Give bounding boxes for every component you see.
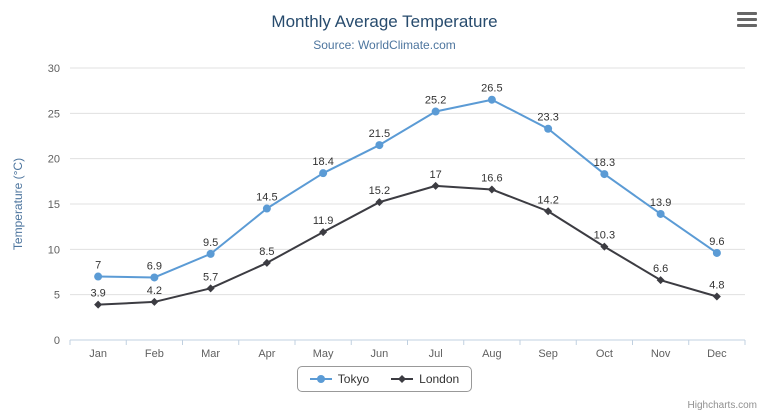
legend-label: London <box>419 372 460 386</box>
y-axis-label: 5 <box>54 290 60 302</box>
data-label: 16.6 <box>481 172 502 184</box>
data-label: 6.6 <box>653 263 668 275</box>
y-axis-label: 15 <box>48 199 60 211</box>
data-point-london[interactable] <box>600 242 609 251</box>
series-line-london <box>97 184 718 306</box>
legend-item-tokyo[interactable]: Tokyo <box>309 372 370 386</box>
x-axis-label: Jun <box>371 348 389 360</box>
data-point-london[interactable] <box>206 284 215 293</box>
legend: Tokyo London <box>0 366 769 392</box>
data-point-tokyo[interactable] <box>94 272 103 281</box>
plot-area: 0 5 10 15 20 25 30 Jan Feb Mar Apr May Jun Jul Aug Sep O… <box>11 63 746 360</box>
data-point-tokyo[interactable] <box>206 249 215 258</box>
data-label: 4.8 <box>709 279 724 291</box>
data-point-tokyo[interactable] <box>150 273 159 282</box>
data-point-tokyo[interactable] <box>262 204 271 213</box>
legend-item-london[interactable]: London <box>391 372 459 386</box>
data-label: 7 <box>95 260 101 272</box>
data-label: 17 <box>430 169 442 181</box>
data-point-tokyo[interactable] <box>712 248 721 257</box>
data-label: 18.3 <box>594 157 615 169</box>
data-point-tokyo[interactable] <box>544 124 553 133</box>
y-axis-label: 0 <box>54 335 60 347</box>
x-axis-label: Dec <box>707 348 727 360</box>
data-label: 18.4 <box>312 156 333 168</box>
hamburger-menu-icon[interactable] <box>737 12 757 27</box>
axes <box>69 339 746 345</box>
data-label: 8.5 <box>259 246 274 258</box>
hamburger-bar <box>737 18 757 21</box>
y-axis-label: 25 <box>48 108 60 120</box>
data-label: 4.2 <box>147 285 162 297</box>
legend-marker[interactable] <box>316 375 325 383</box>
data-label: 14.2 <box>537 194 558 206</box>
series-line-tokyo <box>97 98 718 279</box>
data-point-tokyo[interactable] <box>656 209 665 218</box>
data-label: 25.2 <box>425 95 446 107</box>
data-label: 6.9 <box>147 260 162 272</box>
data-label: 11.9 <box>313 215 334 227</box>
data-label: 9.6 <box>709 236 724 248</box>
data-label: 5.7 <box>203 271 218 283</box>
data-point-london[interactable] <box>319 228 328 237</box>
legend-marker-icon <box>391 375 414 383</box>
data-point-tokyo[interactable] <box>375 141 384 150</box>
data-label: 15.2 <box>369 185 390 197</box>
x-axis-label: Oct <box>596 348 613 360</box>
data-point-london[interactable] <box>262 258 271 267</box>
x-axis-label: Jan <box>89 348 107 360</box>
data-label: 13.9 <box>650 197 671 209</box>
data-label: 3.9 <box>90 288 105 300</box>
data-point-london[interactable] <box>375 198 384 207</box>
data-point-london[interactable] <box>712 292 721 301</box>
chart-title: Monthly Average Temperature <box>271 12 498 31</box>
data-label: 21.5 <box>369 128 390 140</box>
gridlines <box>70 67 745 296</box>
credits-link[interactable]: Highcharts.com <box>687 400 757 411</box>
data-point-london[interactable] <box>656 276 665 285</box>
legend-label: Tokyo <box>337 372 370 386</box>
hamburger-bar <box>737 12 757 15</box>
data-label: 14.5 <box>256 192 277 204</box>
data-label: 26.5 <box>481 83 502 95</box>
y-axis-title: Temperature (°C) <box>11 158 25 250</box>
y-axis-label: 20 <box>48 154 60 166</box>
x-axis-label: Nov <box>651 348 671 360</box>
data-label: 23.3 <box>537 112 558 124</box>
data-point-london[interactable] <box>544 207 553 216</box>
x-axis-label: Aug <box>482 348 502 360</box>
x-axis-label: Feb <box>145 348 164 360</box>
x-axis-label: May <box>313 348 334 360</box>
series-group <box>94 95 721 309</box>
data-point-tokyo[interactable] <box>319 169 328 178</box>
x-axis-label: Sep <box>538 348 558 360</box>
data-label: 10.3 <box>594 230 615 242</box>
data-point-london[interactable] <box>431 181 440 190</box>
axis-labels: 0 5 10 15 20 25 30 Jan Feb Mar Apr May Jun Jul Aug Sep O… <box>48 63 727 360</box>
x-axis-label: Mar <box>201 348 220 360</box>
legend-box: Tokyo London <box>296 366 473 392</box>
hamburger-bar <box>737 24 757 27</box>
x-axis-label: Jul <box>429 348 443 360</box>
legend-marker-icon <box>309 375 332 383</box>
y-axis-label: 30 <box>48 63 60 75</box>
data-point-london[interactable] <box>94 300 103 309</box>
data-label: 9.5 <box>203 237 218 249</box>
data-point-tokyo[interactable] <box>431 107 440 116</box>
data-point-tokyo[interactable] <box>600 170 609 179</box>
x-axis-label: Apr <box>258 348 275 360</box>
legend-marker[interactable] <box>398 375 407 383</box>
data-point-london[interactable] <box>487 185 496 194</box>
data-point-tokyo[interactable] <box>487 95 496 104</box>
data-labels: 7 6.9 9.5 14.5 18.4 21.5 25.2 26.5 23.3 18.3 13.9 9… <box>90 83 724 300</box>
data-point-london[interactable] <box>150 297 159 306</box>
y-axis-label: 10 <box>48 244 60 256</box>
chart-subtitle: Source: WorldClimate.com <box>313 38 456 52</box>
